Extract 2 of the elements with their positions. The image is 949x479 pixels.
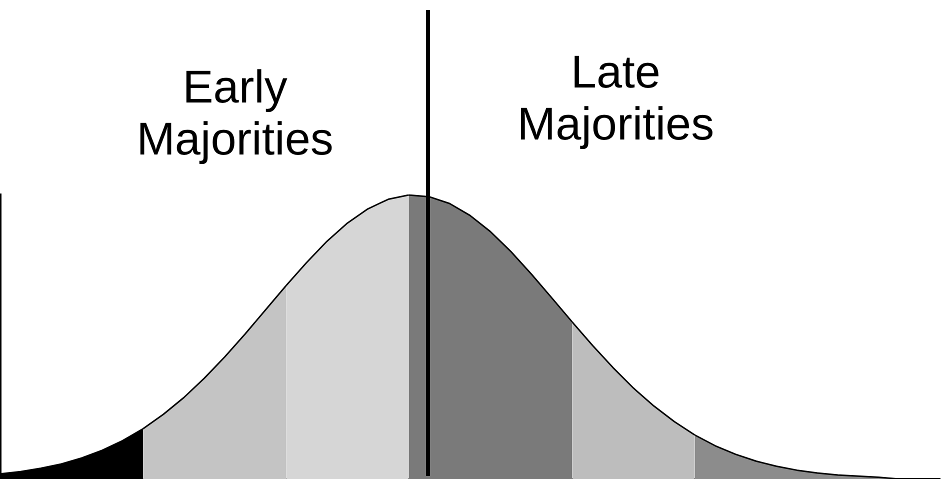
text: Late Majorities bbox=[517, 46, 714, 150]
text: Early Majorities bbox=[136, 60, 334, 165]
